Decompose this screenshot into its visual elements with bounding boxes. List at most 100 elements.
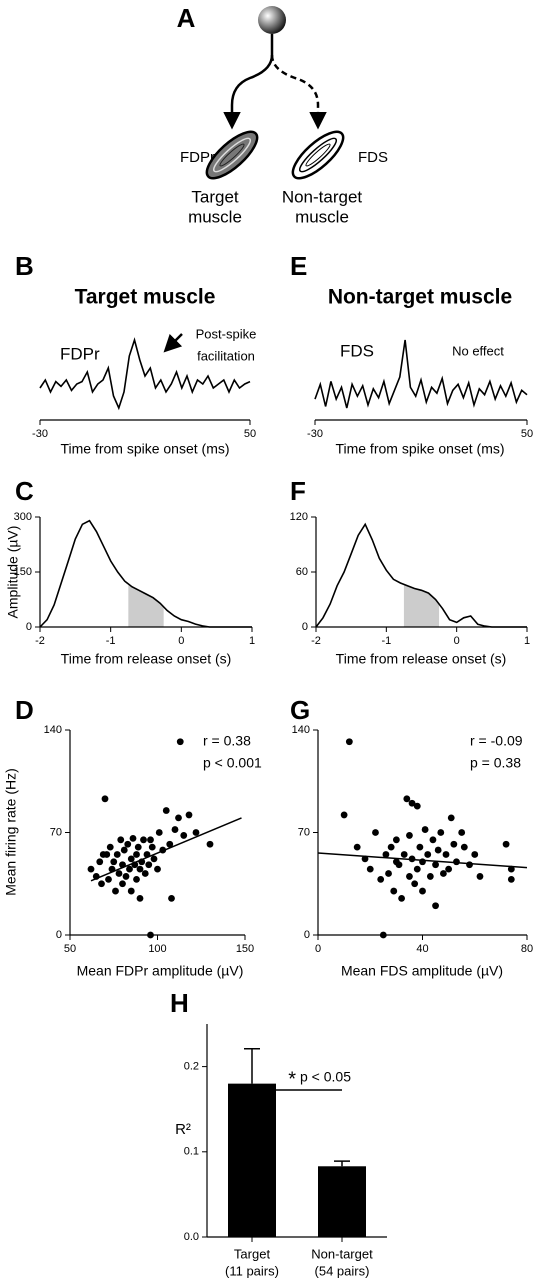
point: [450, 840, 458, 848]
point: [421, 826, 429, 833]
y-tick-label: 0.0: [184, 1231, 199, 1243]
target-muscle-icon: [205, 130, 259, 180]
x-tick-label: -2: [35, 635, 45, 647]
point: [150, 855, 158, 863]
caption: Target: [191, 187, 239, 206]
bar: [318, 1166, 366, 1237]
point: [155, 829, 163, 836]
point: [176, 738, 184, 746]
fit-line: [317, 852, 528, 869]
point: [437, 829, 445, 836]
point: [133, 851, 140, 858]
panel-label: F: [290, 476, 306, 506]
y-tick-label: 300: [14, 511, 32, 523]
panel-label: B: [15, 251, 34, 281]
point: [345, 738, 353, 746]
y-tick-label: 0: [56, 929, 62, 941]
x-tick-label: 0: [454, 635, 460, 647]
x-axis-label: Time from release onset (s): [336, 651, 507, 667]
point: [416, 843, 424, 851]
point: [440, 870, 447, 877]
arrow: [163, 333, 183, 353]
panel-label: D: [15, 695, 34, 725]
caption: Non-target: [282, 187, 363, 206]
trace: [39, 337, 251, 411]
point: [126, 865, 133, 873]
bar: [228, 1083, 276, 1237]
annotation: p < 0.001: [203, 755, 262, 771]
x-axis-label: Mean FDPr amplitude (µV): [77, 963, 244, 979]
annotation: p < 0.05: [300, 1069, 351, 1085]
point: [127, 887, 135, 895]
point: [87, 865, 95, 873]
x-tick-label: -1: [106, 635, 116, 647]
y-tick-label: 0: [304, 929, 310, 941]
shaded-window: [128, 583, 164, 627]
x-axis-label: Time from spike onset (ms): [60, 441, 229, 457]
point: [119, 880, 126, 888]
point: [411, 880, 419, 888]
x-tick-label: 1: [524, 635, 530, 647]
annotation: p = 0.38: [470, 755, 521, 771]
point: [408, 799, 416, 807]
point: [122, 873, 130, 880]
x-tick-label: -30: [32, 428, 48, 440]
point: [166, 840, 174, 848]
point: [136, 865, 144, 873]
point: [419, 887, 426, 895]
point: [406, 873, 413, 880]
muscle-label: FDPr: [60, 344, 100, 363]
annotation: facilitation: [197, 348, 255, 363]
point: [185, 811, 193, 819]
y-tick-label: 70: [50, 826, 62, 838]
annotation: No effect: [452, 343, 504, 358]
y-tick-label: 150: [14, 566, 32, 578]
diagram-a: A FDPr FDS Target muscle Non-target musc…: [177, 3, 388, 227]
annotation: Post-spike: [196, 326, 257, 341]
point: [147, 836, 154, 844]
point: [447, 814, 455, 822]
point: [113, 851, 121, 858]
point: [471, 851, 479, 858]
x-tick-label: -2: [311, 635, 321, 647]
point: [115, 870, 123, 877]
point: [372, 829, 379, 836]
y-axis-label: Mean firing rate (Hz): [3, 768, 19, 896]
point: [432, 902, 439, 910]
trace: [39, 519, 252, 628]
x-tick-label: 0: [178, 635, 184, 647]
point: [366, 865, 374, 873]
axon-branch-dashed: [270, 54, 327, 130]
trace: [314, 339, 528, 409]
panel-label: A: [177, 3, 196, 33]
point: [398, 894, 405, 902]
x-tick-label: Non-target: [311, 1246, 373, 1261]
point: [192, 829, 200, 836]
x-tick-label: 50: [244, 428, 256, 440]
y-tick-label: 0.1: [184, 1146, 199, 1158]
fit-line: [90, 817, 242, 882]
point: [171, 826, 179, 833]
point: [340, 811, 348, 819]
point: [379, 931, 387, 939]
x-axis-label: Time from spike onset (ms): [335, 441, 504, 457]
point: [110, 858, 118, 866]
point: [406, 832, 413, 839]
panel-title: Non-target muscle: [328, 286, 512, 309]
muscle-label: FDS: [358, 149, 388, 166]
panel-title: Target muscle: [75, 286, 216, 309]
point: [387, 843, 395, 851]
trace: [315, 522, 527, 628]
point: [154, 865, 161, 873]
panel-label: H: [170, 988, 189, 1018]
y-tick-label: 0: [302, 621, 308, 633]
x-tick-label: 40: [416, 943, 428, 955]
panel-label: C: [15, 476, 34, 506]
point: [400, 851, 408, 858]
panel-label: E: [290, 251, 307, 281]
point: [377, 875, 385, 883]
x-tick-sublabel: (54 pairs): [315, 1263, 370, 1278]
point: [112, 887, 119, 895]
point: [136, 894, 144, 902]
